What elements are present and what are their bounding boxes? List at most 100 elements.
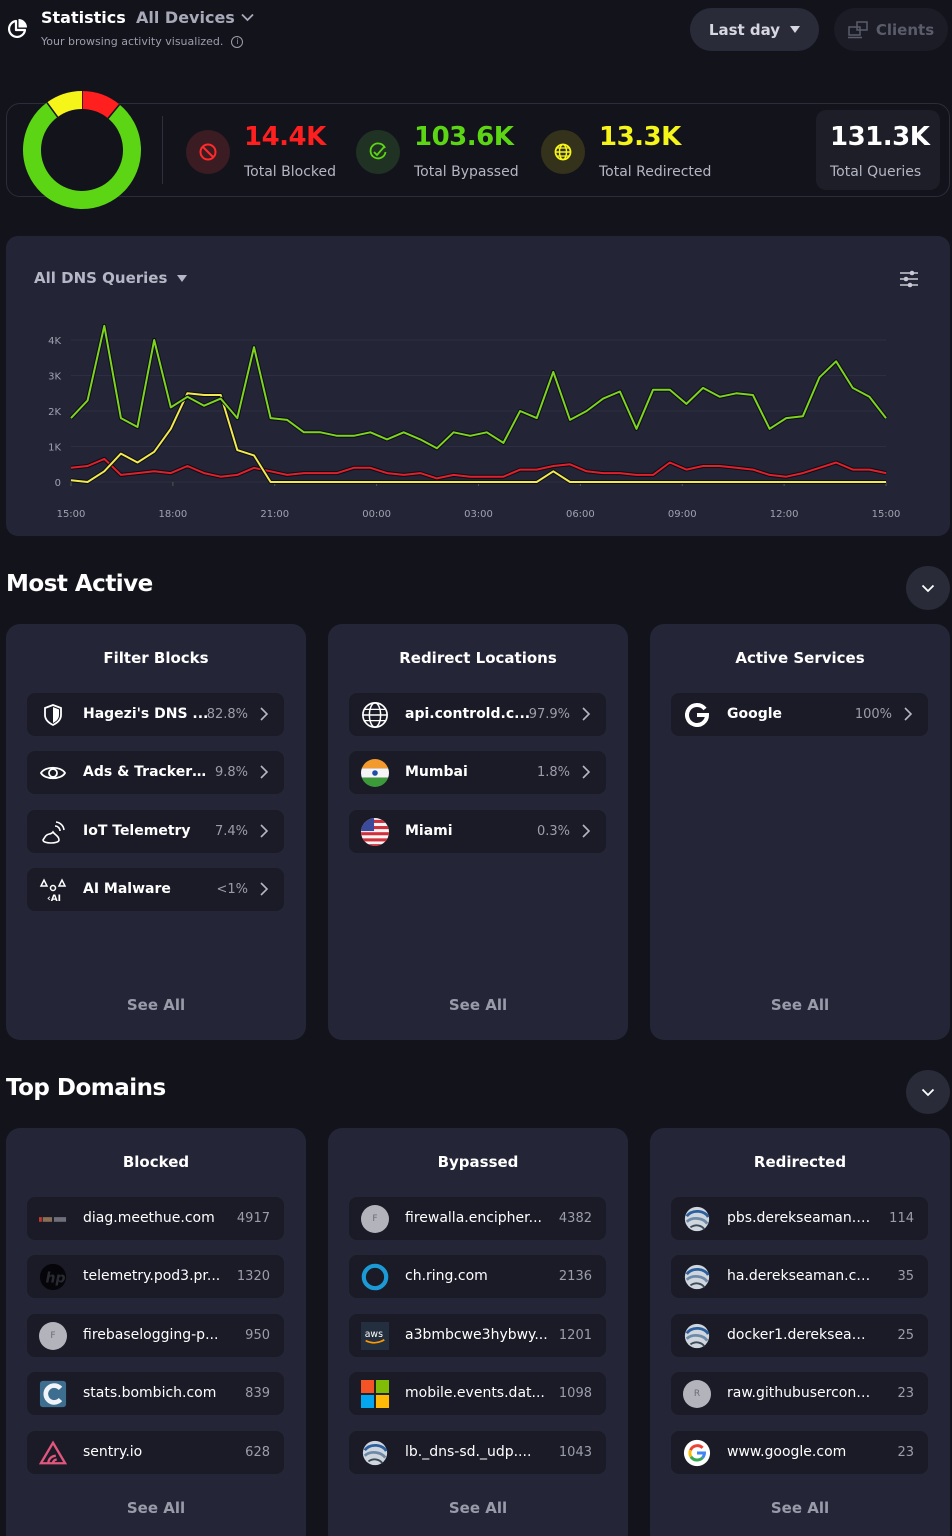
chevron-down-icon bbox=[241, 13, 254, 22]
clients-button[interactable]: Clients bbox=[834, 8, 948, 51]
item-name: firewalla.encipher... bbox=[405, 1210, 542, 1226]
see-all-link[interactable]: See All bbox=[126, 996, 186, 1014]
item-name: Mumbai bbox=[405, 764, 468, 780]
item-value: 4382 bbox=[558, 1211, 592, 1226]
svg-text:aws: aws bbox=[365, 1329, 383, 1340]
info-icon[interactable]: i bbox=[231, 35, 244, 48]
summary-divider bbox=[162, 116, 163, 184]
list-item[interactable]: www.google.com 23 bbox=[671, 1431, 928, 1474]
globe-icon bbox=[361, 701, 389, 729]
see-all-link[interactable]: See All bbox=[770, 996, 830, 1014]
list-item[interactable]: sentry.io 628 bbox=[27, 1431, 284, 1474]
see-all-link[interactable]: See All bbox=[448, 996, 508, 1014]
time-range-dropdown[interactable]: Last day bbox=[690, 8, 819, 51]
top-domains-title: Top Domains bbox=[6, 1075, 166, 1101]
item-name: sentry.io bbox=[83, 1444, 143, 1460]
list-item[interactable]: aws a3bmbcwe3hybwy... 1201 bbox=[349, 1314, 606, 1357]
list-item[interactable]: api.controld.c... 97.9% bbox=[349, 693, 606, 736]
meethue-logo-icon bbox=[39, 1205, 67, 1233]
item-name: Ads & Trackers... bbox=[83, 764, 209, 780]
list-item[interactable]: Mumbai 1.8% bbox=[349, 751, 606, 794]
item-value: 23 bbox=[897, 1445, 914, 1460]
item-name: Hagezi's DNS ... bbox=[83, 706, 209, 722]
see-all-link[interactable]: See All bbox=[770, 1499, 830, 1517]
caret-down-icon bbox=[790, 26, 801, 33]
list-item[interactable]: stats.bombich.com 839 bbox=[27, 1372, 284, 1415]
favicon-letter: R bbox=[683, 1380, 711, 1408]
list-item[interactable]: diag.meethue.com 4917 bbox=[27, 1197, 284, 1240]
active-services-card: Active Services Google 100% See All bbox=[650, 624, 950, 1040]
most-active-collapse-button[interactable] bbox=[906, 566, 950, 610]
device-selector[interactable]: All Devices bbox=[136, 8, 254, 27]
list-item[interactable]: ha.derekseaman.co... 35 bbox=[671, 1255, 928, 1298]
google-logo-icon bbox=[683, 1439, 711, 1467]
redirect-locations-card: Redirect Locations api.controld.c... 97.… bbox=[328, 624, 628, 1040]
list-item[interactable]: Miami 0.3% bbox=[349, 810, 606, 853]
item-name: pbs.derekseaman.c... bbox=[727, 1210, 871, 1226]
item-value: 2136 bbox=[558, 1269, 592, 1284]
clients-label: Clients bbox=[875, 20, 935, 39]
letter-f-icon: F bbox=[361, 1205, 389, 1233]
series-outline-bypassed bbox=[69, 323, 888, 451]
item-value: 100% bbox=[854, 707, 892, 722]
list-item[interactable]: Ads & Trackers... 9.8% bbox=[27, 751, 284, 794]
item-value: 1201 bbox=[558, 1328, 592, 1343]
see-all-link[interactable]: See All bbox=[448, 1499, 508, 1517]
item-value: 950 bbox=[245, 1328, 270, 1343]
list-item[interactable]: F firewalla.encipher... 4382 bbox=[349, 1197, 606, 1240]
chevron-right-icon bbox=[582, 765, 591, 779]
item-name: Google bbox=[727, 706, 783, 722]
aws-logo-icon: aws bbox=[361, 1322, 389, 1350]
list-item[interactable]: ‹AI AI Malware <1% bbox=[27, 868, 284, 911]
list-item[interactable]: mobile.events.dat... 1098 bbox=[349, 1372, 606, 1415]
see-all-link[interactable]: See All bbox=[126, 1499, 186, 1517]
sliders-icon[interactable] bbox=[898, 268, 920, 290]
devices-icon bbox=[847, 20, 868, 38]
y-tick-label: 3K bbox=[48, 372, 61, 383]
chevron-right-icon bbox=[904, 707, 913, 721]
item-name: ha.derekseaman.co... bbox=[727, 1268, 871, 1284]
list-item[interactable]: R raw.githubusercont... 23 bbox=[671, 1372, 928, 1415]
redirected-value: 13.3K bbox=[599, 122, 681, 152]
list-item[interactable]: Google 100% bbox=[671, 693, 928, 736]
block-icon bbox=[199, 143, 217, 161]
list-item[interactable]: lb._dns-sd._udp.... 1043 bbox=[349, 1431, 606, 1474]
top-domains-collapse-button[interactable] bbox=[906, 1070, 950, 1114]
list-item[interactable]: hp telemetry.pod3.pr... 1320 bbox=[27, 1255, 284, 1298]
item-value: 23 bbox=[897, 1386, 914, 1401]
bypassed-icon-circle bbox=[356, 130, 400, 174]
list-item[interactable]: ch.ring.com 2136 bbox=[349, 1255, 606, 1298]
y-tick-label: 1K bbox=[48, 443, 61, 454]
blocked-domains-card: Blocked diag.meethue.com 4917 hp telemet… bbox=[6, 1128, 306, 1536]
chevron-right-icon bbox=[582, 824, 591, 838]
swirl-logo-icon bbox=[361, 1439, 389, 1467]
item-value: 839 bbox=[245, 1386, 270, 1401]
svg-text:‹AI: ‹AI bbox=[47, 894, 61, 904]
donut-slice-blocked bbox=[81, 91, 120, 119]
item-name: mobile.events.dat... bbox=[405, 1385, 545, 1401]
bypassed-label: Total Bypassed bbox=[414, 164, 519, 180]
card-title: Active Services bbox=[735, 649, 865, 667]
card-title: Redirect Locations bbox=[399, 649, 557, 667]
list-item[interactable]: pbs.derekseaman.c... 114 bbox=[671, 1197, 928, 1240]
stat-total[interactable]: 131.3K Total Queries bbox=[816, 110, 940, 190]
pie-chart-icon bbox=[7, 19, 27, 39]
swirl-logo-icon bbox=[683, 1322, 711, 1350]
item-value: 97.9% bbox=[528, 707, 570, 722]
x-tick-label: 09:00 bbox=[668, 509, 697, 520]
blocked-icon-circle bbox=[186, 130, 230, 174]
blocked-value: 14.4K bbox=[244, 122, 326, 152]
item-value: 9.8% bbox=[214, 765, 248, 780]
chart-type-dropdown[interactable]: All DNS Queries bbox=[34, 269, 188, 287]
subtitle-text: Your browsing activity visualized. bbox=[41, 35, 224, 48]
list-item[interactable]: Hagezi's DNS ... 82.8% bbox=[27, 693, 284, 736]
chart-title: All DNS Queries bbox=[34, 269, 168, 287]
list-item[interactable]: F firebaselogging-p... 950 bbox=[27, 1314, 284, 1357]
total-value: 131.3K bbox=[830, 122, 930, 152]
item-value: 0.3% bbox=[536, 824, 570, 839]
page-subtitle: Your browsing activity visualized. i bbox=[41, 35, 244, 48]
item-name: IoT Telemetry bbox=[83, 823, 191, 839]
item-value: 1043 bbox=[558, 1445, 592, 1460]
list-item[interactable]: IoT Telemetry 7.4% bbox=[27, 810, 284, 853]
list-item[interactable]: docker1.derekseam... 25 bbox=[671, 1314, 928, 1357]
